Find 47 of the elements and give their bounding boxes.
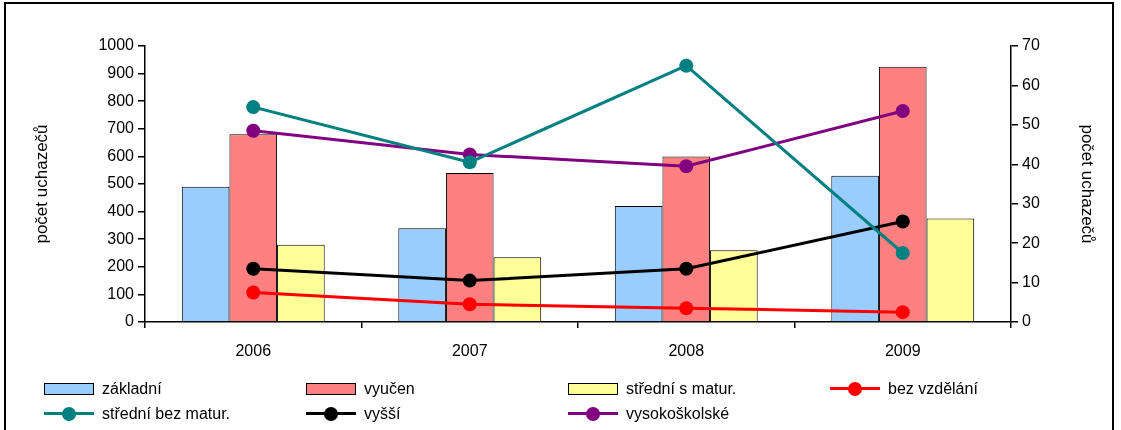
point [895, 214, 910, 229]
point [462, 273, 477, 288]
y-tick-label: 200 [107, 257, 135, 275]
y2-tick-label: 10 [1022, 272, 1040, 290]
y-tick-label: 300 [107, 229, 135, 247]
x-tick-label: 2009 [884, 342, 921, 360]
point [462, 297, 477, 312]
legend-label: střední bez matur. [102, 404, 231, 423]
y-tick-label: 500 [107, 174, 135, 192]
y-tick-label: 1000 [98, 36, 135, 54]
point [246, 100, 261, 115]
y-tick-label: 100 [107, 284, 135, 302]
x-tick-label: 2008 [668, 342, 705, 360]
y-tick-label: 0 [125, 312, 135, 330]
point [679, 58, 694, 73]
y-tick-label: 600 [107, 146, 135, 164]
y2-tick-label: 20 [1022, 233, 1040, 251]
y2-tick-label: 40 [1022, 154, 1040, 172]
legend-label: vysokoškolské [626, 404, 730, 423]
y-axis-title: počet uchazečů [31, 124, 51, 244]
point [462, 155, 477, 170]
point [246, 261, 261, 276]
legend-label: bez vzdělání [888, 379, 978, 398]
y-tick-label: 700 [107, 119, 135, 137]
y2-tick-label: 0 [1022, 312, 1031, 330]
point [895, 305, 910, 320]
y2-tick-label: 70 [1022, 36, 1040, 54]
x-tick-label: 2007 [451, 342, 488, 360]
point [679, 301, 694, 316]
point [246, 285, 261, 300]
legend-label: střední s matur. [626, 379, 737, 398]
y2-tick-label: 50 [1022, 115, 1040, 133]
y-tick-label: 900 [107, 64, 135, 82]
y-tick-label: 400 [107, 202, 135, 220]
y2-tick-label: 30 [1022, 194, 1040, 212]
legend-label: vyšší [364, 404, 401, 423]
point [895, 246, 910, 260]
x-tick-label: 2006 [235, 342, 272, 360]
legend-label: vyučen [364, 379, 415, 398]
point [679, 261, 694, 276]
point [679, 159, 694, 174]
y2-tick-label: 60 [1022, 75, 1040, 93]
y-tick-label: 800 [107, 91, 135, 109]
point [246, 123, 261, 138]
point [895, 104, 910, 119]
y2-axis-title: počet uchazečů [1078, 124, 1098, 244]
legend-label: základní [102, 379, 162, 398]
